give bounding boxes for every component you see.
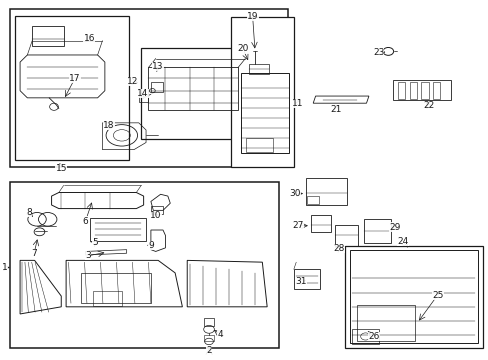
Text: 17: 17 — [69, 74, 81, 83]
Bar — [151, 82, 163, 93]
Text: 6: 6 — [82, 217, 88, 226]
Bar — [307, 196, 319, 204]
Bar — [397, 82, 405, 99]
Bar — [141, 48, 245, 139]
Text: 15: 15 — [56, 164, 67, 173]
Text: 12: 12 — [127, 77, 139, 86]
Text: 9: 9 — [148, 241, 153, 250]
Bar — [81, 273, 151, 303]
Bar — [432, 82, 439, 99]
Text: 29: 29 — [388, 222, 400, 231]
Text: 2: 2 — [206, 346, 211, 355]
Text: 11: 11 — [291, 99, 303, 108]
Bar — [334, 225, 358, 246]
Text: 18: 18 — [103, 121, 114, 130]
Text: 31: 31 — [295, 277, 306, 286]
Bar — [148, 67, 238, 111]
Text: 7: 7 — [31, 249, 37, 258]
Bar — [392, 80, 450, 100]
Bar — [293, 269, 320, 289]
Text: 20: 20 — [237, 44, 248, 53]
Bar — [356, 305, 414, 341]
Text: 8: 8 — [26, 208, 32, 217]
Text: 23: 23 — [372, 48, 384, 57]
Bar — [204, 318, 213, 327]
Bar — [93, 292, 122, 306]
Text: 13: 13 — [152, 62, 163, 71]
Text: 30: 30 — [289, 189, 301, 198]
Text: 24: 24 — [396, 237, 407, 246]
Bar — [246, 138, 272, 152]
Bar — [409, 82, 416, 99]
Bar — [240, 73, 288, 153]
Text: 21: 21 — [330, 105, 342, 114]
Bar — [90, 217, 146, 241]
Bar — [364, 219, 390, 243]
Bar — [420, 82, 427, 99]
Text: 22: 22 — [422, 101, 433, 110]
Text: 19: 19 — [246, 12, 258, 21]
Bar — [349, 249, 477, 342]
Text: 5: 5 — [92, 238, 98, 247]
Bar — [15, 16, 129, 160]
Text: 4: 4 — [217, 330, 223, 339]
Bar — [151, 206, 163, 214]
Bar — [10, 182, 278, 348]
Text: 25: 25 — [431, 291, 443, 300]
Bar — [351, 329, 378, 343]
Text: 10: 10 — [150, 211, 161, 220]
Bar — [204, 335, 213, 342]
Text: 1: 1 — [1, 263, 7, 272]
Bar — [32, 26, 63, 46]
Text: 28: 28 — [332, 244, 344, 253]
Text: 3: 3 — [85, 251, 91, 260]
Text: 26: 26 — [367, 332, 379, 341]
Text: 27: 27 — [291, 221, 303, 230]
Bar — [10, 9, 288, 167]
Bar — [249, 64, 268, 73]
Bar — [230, 18, 293, 167]
Bar — [139, 94, 147, 102]
Bar — [344, 246, 482, 348]
Text: 14: 14 — [137, 89, 148, 98]
Bar — [310, 215, 330, 232]
Text: 16: 16 — [83, 34, 95, 43]
Bar — [305, 178, 346, 205]
